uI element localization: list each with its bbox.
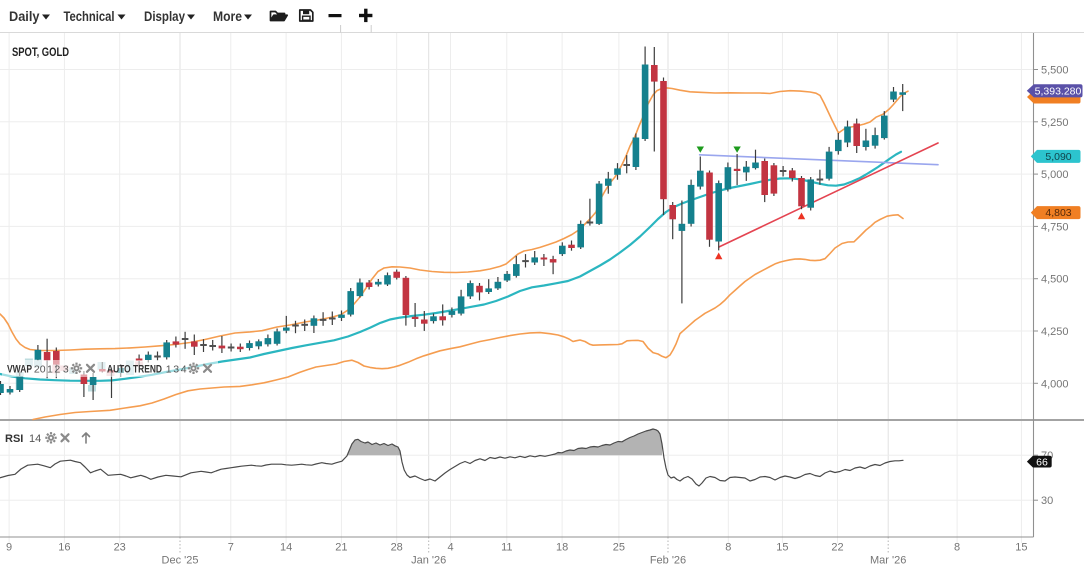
svg-text:VWAP: VWAP	[7, 364, 32, 376]
svg-text:14: 14	[29, 433, 41, 445]
svg-text:14: 14	[280, 542, 292, 554]
svg-text:Display: Display	[144, 9, 185, 24]
svg-text:SPOT, GOLD: SPOT, GOLD	[12, 47, 69, 59]
svg-text:15: 15	[1015, 542, 1027, 554]
svg-text:16: 16	[58, 542, 70, 554]
svg-text:4,500: 4,500	[1041, 274, 1069, 286]
svg-text:Mar '26: Mar '26	[870, 555, 906, 566]
svg-text:Jan '26: Jan '26	[411, 555, 446, 566]
svg-text:15: 15	[776, 542, 788, 554]
svg-text:More: More	[213, 9, 242, 24]
svg-text:5,000: 5,000	[1041, 169, 1069, 181]
svg-text:AUTO TREND: AUTO TREND	[107, 364, 162, 376]
svg-text:11: 11	[501, 542, 512, 554]
svg-text:Feb '26: Feb '26	[650, 555, 686, 566]
svg-text:30: 30	[1041, 495, 1053, 507]
svg-text:1: 1	[47, 364, 53, 376]
svg-text:3: 3	[63, 364, 69, 376]
svg-text:5,250: 5,250	[1041, 117, 1069, 129]
svg-text:9: 9	[6, 542, 12, 554]
svg-text:4: 4	[447, 542, 453, 554]
svg-text:Dec '25: Dec '25	[162, 555, 199, 566]
svg-text:5,393.280: 5,393.280	[1035, 85, 1082, 97]
svg-text:8: 8	[954, 542, 960, 554]
svg-text:4,750: 4,750	[1041, 221, 1069, 233]
svg-text:Technical: Technical	[64, 9, 115, 24]
svg-text:4: 4	[181, 364, 187, 376]
svg-text:1: 1	[166, 364, 172, 376]
svg-text:5,500: 5,500	[1041, 65, 1069, 77]
svg-text:RSI: RSI	[5, 433, 23, 445]
svg-text:28: 28	[391, 542, 403, 554]
svg-text:8: 8	[725, 542, 731, 554]
svg-text:3: 3	[173, 364, 179, 376]
svg-text:23: 23	[114, 542, 126, 554]
svg-text:20: 20	[34, 364, 46, 376]
svg-text:22: 22	[831, 542, 843, 554]
svg-text:25: 25	[613, 542, 625, 554]
svg-text:5,090: 5,090	[1045, 151, 1071, 163]
svg-text:21: 21	[335, 542, 347, 554]
svg-text:4,803: 4,803	[1045, 207, 1071, 219]
svg-text:18: 18	[556, 542, 568, 554]
svg-text:2: 2	[54, 364, 60, 376]
svg-text:Daily: Daily	[9, 9, 40, 24]
svg-text:66: 66	[1036, 456, 1048, 468]
svg-text:7: 7	[228, 542, 234, 554]
svg-text:4,250: 4,250	[1041, 326, 1069, 338]
svg-text:4,000: 4,000	[1041, 378, 1069, 390]
